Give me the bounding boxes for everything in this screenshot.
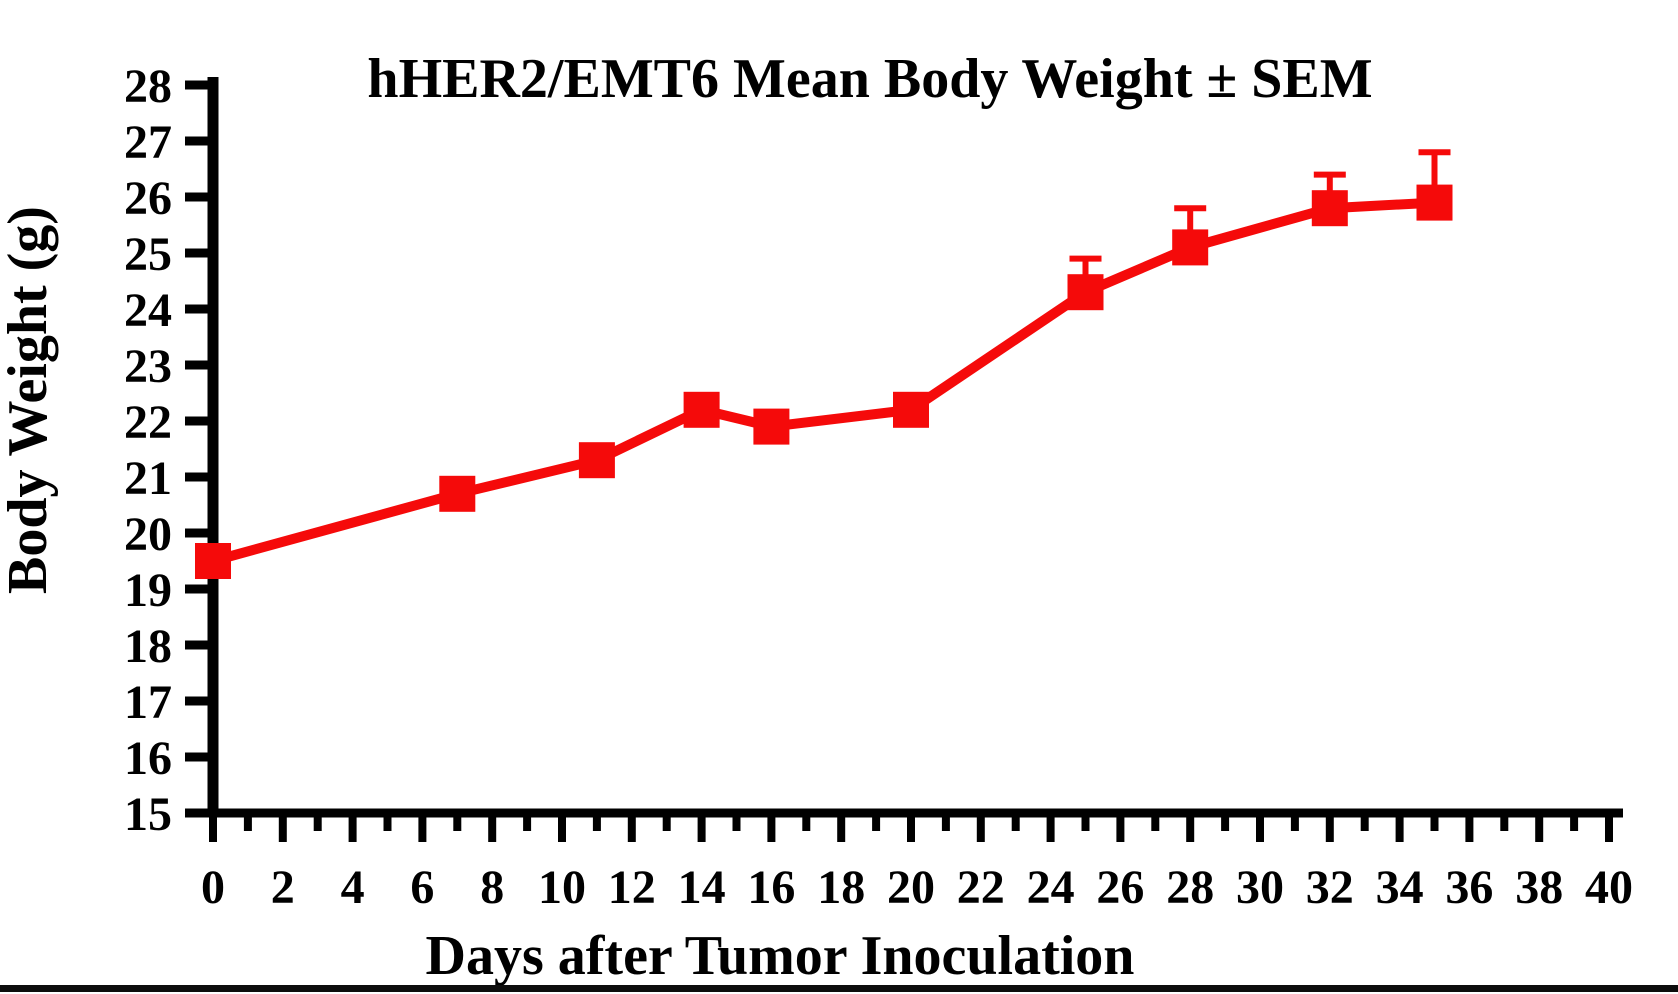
x-tick-label: 2 — [271, 861, 295, 914]
y-tick-label: 22 — [124, 396, 172, 449]
y-tick-label: 26 — [124, 172, 172, 225]
y-tick-label: 17 — [124, 676, 172, 729]
x-tick-label: 10 — [538, 861, 586, 914]
data-point-marker — [578, 442, 615, 479]
y-tick-label: 20 — [124, 508, 172, 561]
y-axis-label: Body Weight (g) — [0, 206, 59, 594]
x-tick-label: 4 — [341, 861, 365, 914]
y-tick-label: 25 — [124, 228, 172, 281]
data-point-marker — [439, 475, 476, 512]
x-tick-label: 34 — [1376, 861, 1424, 914]
footer-bar — [0, 985, 1678, 992]
x-tick-label: 22 — [957, 861, 1005, 914]
x-tick-label: 8 — [480, 861, 504, 914]
data-point-marker — [753, 408, 790, 445]
x-tick-label: 6 — [410, 861, 434, 914]
x-tick-label: 14 — [678, 861, 726, 914]
y-tick-label: 28 — [124, 60, 172, 113]
y-tick-label: 18 — [124, 620, 172, 673]
x-axis-label: Days after Tumor Inoculation — [426, 925, 1135, 987]
data-point-marker — [195, 543, 231, 579]
x-tick-label: 24 — [1027, 861, 1075, 914]
y-tick-label: 19 — [124, 564, 172, 617]
x-tick-label: 26 — [1096, 861, 1144, 914]
x-tick-label: 16 — [747, 861, 795, 914]
data-point-marker — [893, 391, 929, 428]
x-tick-label: 40 — [1585, 861, 1633, 914]
x-tick-label: 38 — [1515, 861, 1563, 914]
plot-layer: 0 2 4 6 8 10 12 14 16 18 20 22 24 26 28 30 32 34 36 38 40151… — [124, 60, 1633, 914]
x-tick-label: 0 — [201, 861, 225, 914]
x-tick-label: 32 — [1306, 861, 1354, 914]
data-point-marker — [1416, 184, 1453, 221]
x-tick-label: 20 — [887, 861, 935, 914]
y-tick-label: 24 — [124, 284, 172, 337]
x-tick-label: 18 — [817, 861, 865, 914]
chart-title: hHER2/EMT6 Mean Body Weight ± SEM — [367, 48, 1372, 110]
data-point-marker — [1172, 229, 1209, 266]
data-point-marker — [1067, 274, 1104, 311]
y-tick-label: 21 — [124, 452, 172, 505]
y-tick-label: 27 — [124, 116, 172, 169]
y-tick-label: 23 — [124, 340, 172, 393]
x-tick-label: 12 — [608, 861, 656, 914]
x-tick-label: 30 — [1236, 861, 1284, 914]
y-tick-label: 15 — [124, 788, 172, 841]
series-line — [211, 197, 1435, 566]
data-point-marker — [1311, 190, 1348, 227]
y-tick-label: 16 — [124, 732, 172, 785]
x-tick-label: 36 — [1445, 861, 1493, 914]
x-tick-label: 28 — [1166, 861, 1214, 914]
data-point-marker — [683, 391, 720, 428]
